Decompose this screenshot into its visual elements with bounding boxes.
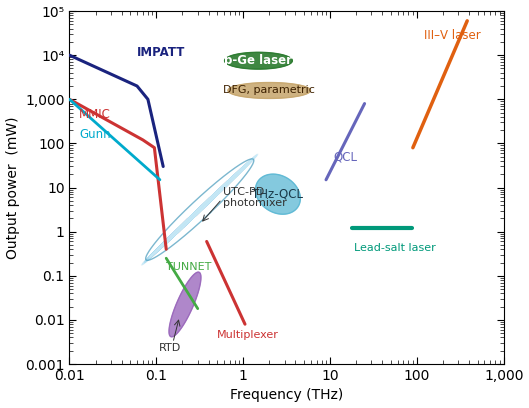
Polygon shape [256,174,300,214]
Text: Lead-salt laser: Lead-salt laser [354,243,436,253]
Text: DFG, parametric: DFG, parametric [223,85,315,95]
Text: MMIC: MMIC [79,108,111,121]
Polygon shape [147,159,253,260]
Text: p-Ge laser: p-Ge laser [224,54,293,67]
Text: IMPATT: IMPATT [137,47,186,60]
Polygon shape [150,156,256,257]
Text: UTC-PD
photomixer: UTC-PD photomixer [223,186,286,208]
Text: QCL: QCL [334,151,358,164]
Text: Multiplexer: Multiplexer [217,330,279,340]
Polygon shape [144,162,250,263]
Polygon shape [144,161,251,262]
Polygon shape [151,155,257,256]
Text: TUNNET: TUNNET [166,262,212,272]
Polygon shape [143,163,249,264]
Polygon shape [150,156,256,257]
Y-axis label: Output power  (mW): Output power (mW) [6,116,20,259]
Polygon shape [142,164,248,265]
Polygon shape [147,160,252,261]
Polygon shape [228,82,311,98]
Polygon shape [151,155,258,256]
Polygon shape [225,52,293,69]
Polygon shape [142,164,248,265]
Polygon shape [152,154,258,255]
Polygon shape [147,159,253,260]
Polygon shape [145,160,251,262]
Polygon shape [149,157,254,259]
Polygon shape [144,162,250,263]
Polygon shape [149,157,256,258]
Text: THz-QCL: THz-QCL [252,188,304,201]
Polygon shape [142,163,249,264]
X-axis label: Frequency (THz): Frequency (THz) [230,388,343,402]
Polygon shape [148,158,254,259]
Polygon shape [148,158,253,259]
Polygon shape [151,155,257,257]
Text: RTD: RTD [159,343,181,353]
Polygon shape [169,272,201,337]
Polygon shape [146,160,252,261]
Polygon shape [143,162,249,264]
Polygon shape [149,157,255,258]
Text: Gunn: Gunn [79,128,111,141]
Polygon shape [145,161,251,262]
Text: III–V laser: III–V laser [424,29,480,42]
